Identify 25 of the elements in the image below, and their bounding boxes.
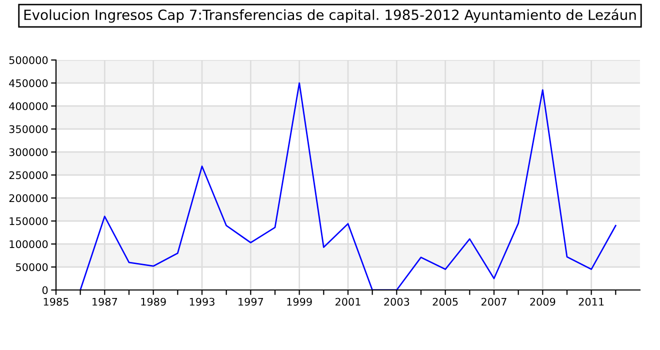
y-tick-label: 150000 — [10, 217, 48, 226]
y-tick-label: 350000 — [9, 125, 48, 134]
x-tick-label: 1999 — [287, 298, 312, 306]
x-tick-label: 1993 — [190, 298, 214, 306]
y-tick-label: 300000 — [9, 148, 48, 156]
y-tick-label: 450000 — [9, 79, 48, 88]
x-tick-label: 1985 — [44, 298, 68, 306]
y-tick-label: 250000 — [9, 171, 48, 180]
x-tick-label: 2007 — [482, 298, 506, 306]
x-tick-label: 1987 — [92, 298, 118, 306]
y-tick-label: 500000 — [9, 56, 48, 64]
y-tick-label: 0 — [42, 286, 48, 294]
x-tick-label: 2011 — [578, 298, 604, 306]
chart-title: Evolucion Ingresos Cap 7:Transferencias de capital. 1985-2012 Ayuntamiento de Lezáun — [24, 8, 636, 23]
y-tick-label: 200000 — [9, 194, 48, 202]
x-tick-label: 1997 — [238, 298, 264, 306]
line-series — [80, 82, 616, 290]
y-tick-label: 400000 — [9, 102, 48, 110]
y-tick-label: 50000 — [16, 263, 48, 272]
x-tick-label: 1989 — [141, 298, 166, 306]
x-tick-label: 2009 — [530, 298, 556, 306]
x-tick-label: 2001 — [336, 298, 360, 306]
x-tick-label: 2003 — [384, 298, 410, 306]
x-tick-label: 2005 — [432, 298, 458, 306]
y-tick-label: 100000 — [10, 240, 48, 248]
